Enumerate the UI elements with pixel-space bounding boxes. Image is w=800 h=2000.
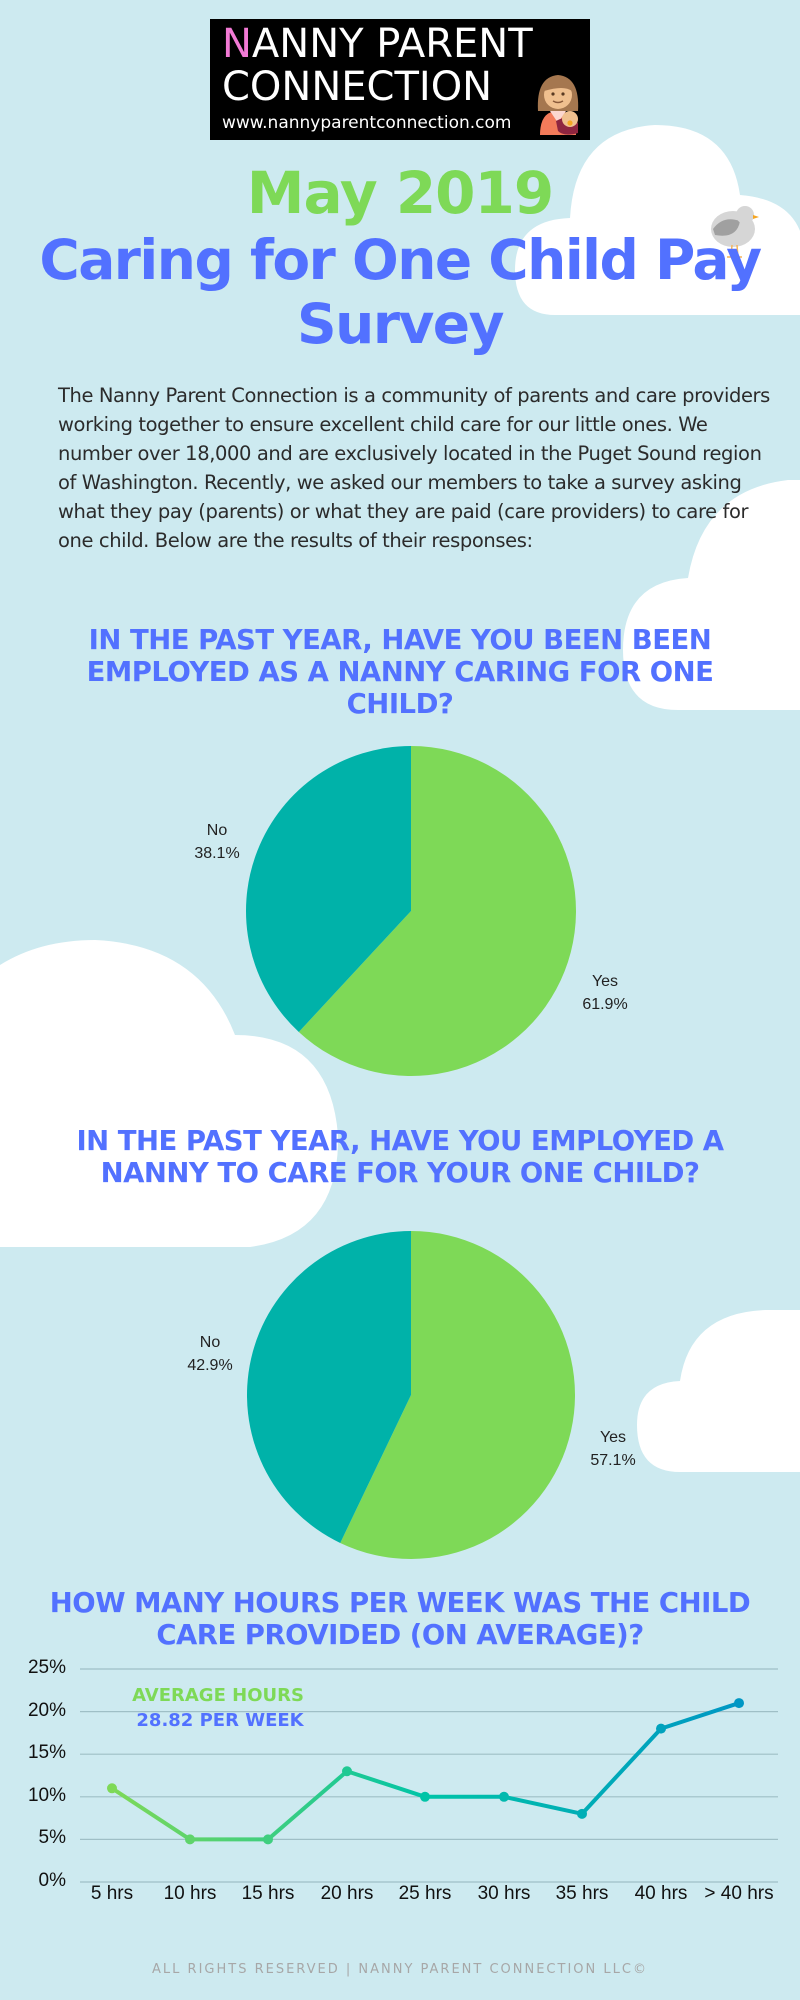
y-tick-label: 25% bbox=[27, 1657, 66, 1678]
x-tick-label: 25 hrs bbox=[398, 1883, 452, 1904]
pie-chart-nanny-employed bbox=[245, 745, 577, 1082]
page-title: Caring for One Child Pay Survey bbox=[39, 228, 762, 356]
pie1-label-yes: Yes 61.9% bbox=[565, 970, 645, 1016]
logo-line-1-rest: ANNY PARENT bbox=[251, 21, 533, 67]
logo-line-2: CONNECTION bbox=[222, 64, 493, 110]
pie-slice-no bbox=[247, 1231, 411, 1543]
intro-paragraph: The Nanny Parent Connection is a communi… bbox=[58, 384, 770, 552]
y-tick-label: 10% bbox=[27, 1784, 66, 1806]
pie-slice-yes bbox=[298, 746, 577, 1076]
data-point bbox=[185, 1834, 195, 1845]
x-tick-label: > 40 hrs bbox=[704, 1883, 774, 1904]
data-point bbox=[499, 1791, 509, 1802]
pie2-label-yes: Yes 57.1% bbox=[573, 1426, 653, 1472]
cloud-right-mid bbox=[618, 470, 800, 715]
data-point bbox=[263, 1834, 273, 1845]
question-1-heading: IN THE PAST YEAR, HAVE YOU BEEN BEEN EMP… bbox=[86, 624, 714, 720]
data-point bbox=[342, 1766, 352, 1777]
x-tick-label: 30 hrs bbox=[477, 1883, 531, 1904]
x-tick-label: 20 hrs bbox=[320, 1883, 374, 1904]
bird-icon bbox=[705, 205, 765, 265]
y-tick-label: 20% bbox=[27, 1699, 66, 1721]
data-point bbox=[734, 1698, 744, 1709]
logo-url[interactable]: www.nannyparentconnection.com bbox=[222, 113, 512, 133]
question-2-heading: IN THE PAST YEAR, HAVE YOU EMPLOYED A NA… bbox=[76, 1125, 724, 1189]
x-tick-label: 5 hrs bbox=[90, 1883, 134, 1904]
pie2-no-label: No bbox=[199, 1334, 221, 1351]
average-hours-label: AVERAGE HOURS bbox=[132, 1685, 304, 1706]
pie1-no-value: 38.1% bbox=[194, 845, 240, 862]
nanny-with-baby-icon bbox=[534, 71, 582, 137]
pie1-yes-value: 61.9% bbox=[582, 996, 628, 1013]
logo-line-1: NANNY PARENT bbox=[222, 21, 533, 67]
logo-accent-letter: N bbox=[222, 21, 252, 67]
cloud-right-lower bbox=[635, 1305, 800, 1475]
cloud-top-right bbox=[515, 120, 800, 320]
data-point bbox=[107, 1783, 117, 1794]
cloud-left-mid bbox=[0, 935, 345, 1255]
pie-chart-employed-nanny bbox=[246, 1230, 576, 1565]
pie-slice-no bbox=[246, 746, 411, 1032]
x-tick-label: 15 hrs bbox=[241, 1883, 295, 1904]
footer-copyright: ALL RIGHTS RESERVED | NANNY PARENT CONNE… bbox=[152, 1962, 648, 1977]
x-tick-label: 10 hrs bbox=[163, 1883, 217, 1904]
y-tick-label: 0% bbox=[38, 1870, 66, 1891]
pie1-yes-label: Yes bbox=[591, 973, 619, 990]
pie2-yes-label: Yes bbox=[599, 1429, 627, 1446]
y-tick-label: 15% bbox=[27, 1742, 66, 1764]
survey-date: May 2019 bbox=[246, 159, 555, 227]
data-point bbox=[420, 1791, 430, 1802]
x-tick-label: 40 hrs bbox=[634, 1883, 688, 1904]
pie1-no-label: No bbox=[206, 822, 228, 839]
question-3-heading: HOW MANY HOURS PER WEEK WAS THE CHILD CA… bbox=[49, 1587, 751, 1651]
pie-slice-yes bbox=[340, 1231, 575, 1559]
logo-banner[interactable]: NANNY PARENT CONNECTION www.nannyparentc… bbox=[210, 19, 590, 140]
pie2-label-no: No 42.9% bbox=[170, 1331, 250, 1377]
data-point bbox=[577, 1808, 587, 1819]
pie2-yes-value: 57.1% bbox=[590, 1452, 636, 1469]
y-tick-label: 5% bbox=[38, 1827, 66, 1849]
x-tick-label: 35 hrs bbox=[555, 1883, 609, 1904]
average-hours-value: 28.82 PER WEEK bbox=[136, 1710, 304, 1731]
data-point bbox=[656, 1723, 666, 1734]
pie1-label-no: No 38.1% bbox=[177, 819, 257, 865]
pie2-no-value: 42.9% bbox=[187, 1357, 233, 1374]
